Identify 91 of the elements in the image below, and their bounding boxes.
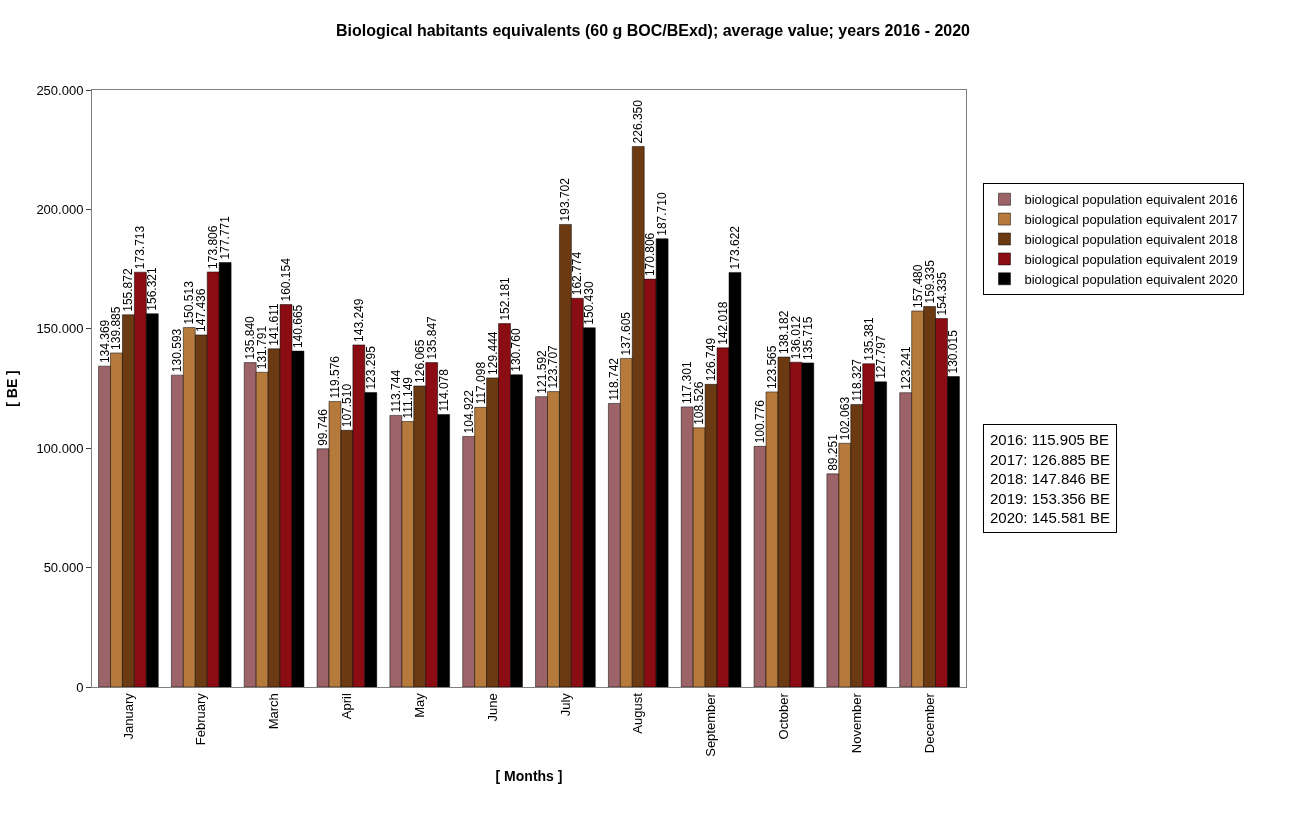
legend-label: biological population equivalent 2018 — [1024, 232, 1238, 248]
data-label: 117.301 — [680, 361, 695, 404]
data-label: 140.665 — [290, 304, 305, 349]
y-tick-label: 50.000 — [43, 560, 84, 576]
data-label: 130.015 — [946, 329, 961, 374]
data-label: 141.611 — [267, 303, 282, 346]
y-tick-label: 0 — [76, 679, 84, 695]
data-label: 135.847 — [424, 315, 439, 360]
data-label: 136.012 — [788, 315, 803, 360]
data-label: 130.593 — [170, 328, 185, 373]
data-label: 162.774 — [570, 251, 585, 296]
data-label: 193.702 — [558, 177, 573, 222]
x-tick-label: January — [120, 692, 136, 740]
data-label: 177.771 — [218, 215, 233, 260]
data-label: 159.335 — [922, 259, 937, 304]
data-label: 119.576 — [327, 355, 342, 399]
data-label: 104.922 — [461, 389, 476, 434]
text: 2018: 147.846 BE — [990, 470, 1111, 487]
data-label: 127.797 — [873, 335, 888, 379]
legend-label: biological population equivalent 2017 — [1024, 212, 1238, 228]
data-label: 135.840 — [243, 315, 258, 360]
chart-title: Biological habitants equivalents (60 g BOC/BExd); average value; years 2016 - 2020 — [335, 21, 971, 39]
data-label: 108.526 — [692, 381, 707, 425]
x-tick-label: June — [484, 693, 500, 722]
y-tick-label: 200.000 — [36, 201, 84, 217]
data-label: 123.241 — [898, 346, 913, 390]
x-tick-label: April — [339, 693, 355, 720]
data-label: 154.335 — [934, 271, 949, 316]
data-label: 118.742 — [607, 357, 622, 401]
data-label: 126.065 — [412, 339, 427, 383]
data-label: 173.713 — [133, 225, 148, 270]
data-label: 118.327 — [849, 358, 864, 402]
data-label: 137.605 — [619, 311, 634, 356]
data-label: 89.251 — [825, 433, 840, 471]
data-label: 111.149 — [400, 376, 415, 419]
data-label: 123.565 — [764, 345, 779, 389]
data-label: 139.885 — [109, 306, 124, 350]
data-label: 142.018 — [716, 301, 731, 345]
data-label: 114.078 — [436, 368, 451, 412]
data-label: 123.295 — [363, 345, 378, 390]
x-tick-label: March — [266, 693, 282, 730]
data-label: 160.154 — [279, 257, 294, 302]
data-label: 131.791 — [255, 325, 270, 370]
data-label: 130.760 — [509, 328, 524, 372]
x-tick-label: July — [557, 692, 573, 717]
data-label: 143.249 — [351, 298, 366, 342]
data-label: 99.746 — [316, 408, 331, 446]
x-tick-label: May — [411, 692, 427, 718]
data-label: 226.350 — [631, 99, 646, 144]
data-label: 170.806 — [643, 232, 658, 277]
data-label: 173.806 — [206, 225, 221, 269]
text: 2016: 115.905 BE — [990, 431, 1109, 448]
legend-label: biological population equivalent 2020 — [1024, 271, 1238, 287]
x-tick-label: October — [776, 692, 792, 740]
x-tick-label: February — [193, 692, 209, 746]
text: 2017: 126.885 BE — [990, 450, 1111, 468]
data-label: 135.715 — [800, 316, 815, 360]
x-axis-title: [ Months ] — [495, 768, 563, 785]
legend-label: biological population equivalent 2019 — [1024, 251, 1238, 267]
data-label: 152.181 — [497, 276, 512, 321]
text: 2020: 145.581 BE — [990, 509, 1111, 526]
data-label: 134.369 — [97, 319, 112, 364]
data-label: 155.872 — [121, 268, 136, 312]
data-label: 138.182 — [776, 310, 791, 355]
data-label: 123.707 — [546, 344, 561, 389]
data-label: 129.444 — [485, 331, 500, 375]
legend-label: biological population equivalent 2016 — [1024, 192, 1238, 208]
y-tick-label: 250.000 — [36, 82, 84, 98]
x-tick-label: November — [848, 692, 864, 754]
data-label: 100.776 — [753, 399, 768, 444]
data-label: 121.592 — [534, 349, 549, 394]
y-tick-label: 100.000 — [36, 440, 84, 456]
data-label: 156.321 — [145, 267, 160, 311]
data-label: 187.710 — [655, 192, 670, 236]
x-tick-label: August — [630, 692, 646, 734]
data-label: 157.480 — [910, 264, 925, 308]
data-label: 150.513 — [182, 280, 197, 325]
data-label: 173.622 — [727, 225, 742, 270]
y-tick-label: 150.000 — [36, 321, 84, 337]
text: 2019: 153.356 BE — [990, 489, 1111, 507]
data-label: 113.744 — [388, 369, 403, 413]
x-tick-label: September — [703, 692, 719, 757]
data-label: 107.510 — [339, 383, 354, 428]
data-label: 150.430 — [582, 281, 597, 325]
y-axis-title: [ BE ] — [4, 370, 20, 407]
data-label: 135.381 — [861, 317, 876, 361]
data-label: 126.749 — [704, 337, 719, 382]
data-label: 117.098 — [473, 361, 488, 405]
data-label: 147.436 — [194, 288, 209, 332]
x-tick-label: December — [921, 692, 937, 754]
data-label: 102.063 — [837, 396, 852, 441]
